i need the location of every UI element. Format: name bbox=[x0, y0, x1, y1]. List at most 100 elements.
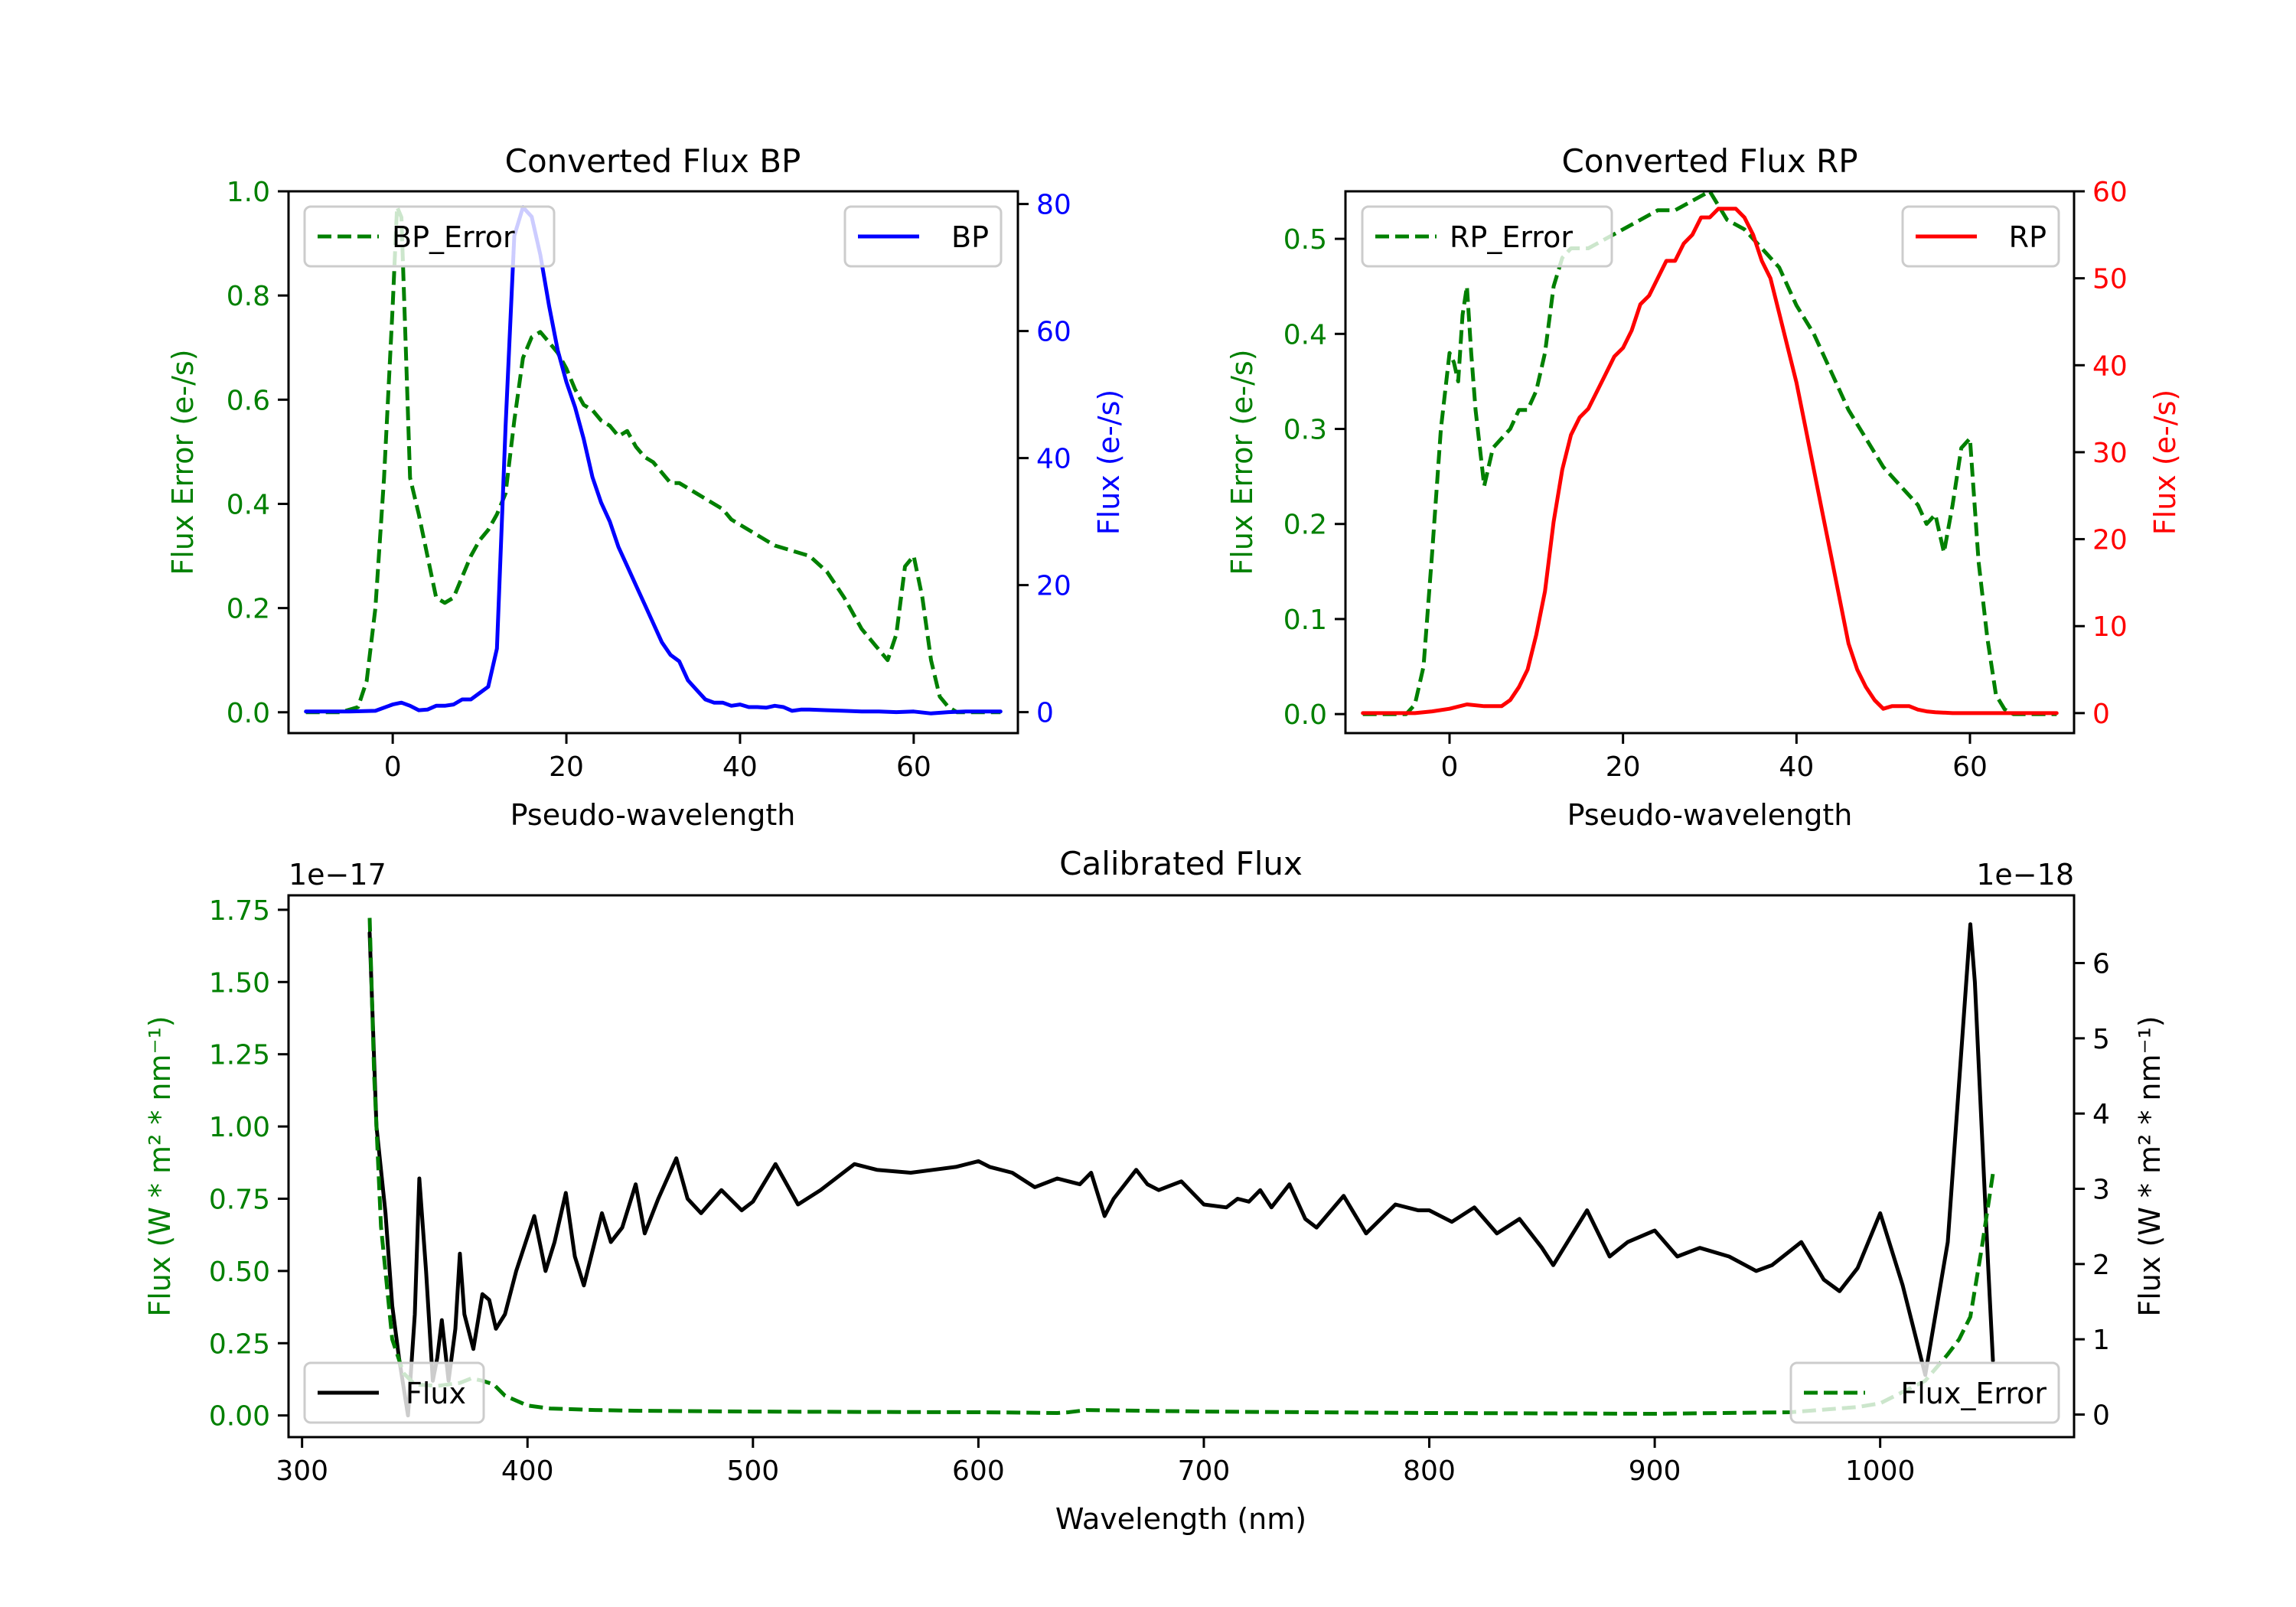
panel-converted-flux-rp: Converted Flux RP 0 20 40 60 0.00.10.20.30.… bbox=[1225, 142, 2182, 832]
bp-legend-error-box bbox=[303, 205, 556, 268]
cal-plot-area bbox=[367, 918, 1995, 1418]
cal-left-y-ticks: 0.00 0.25 0.50 0.75 1.00 1.25 1.50 1.75 bbox=[209, 895, 289, 1433]
bp-legend-flux-label: BP bbox=[951, 220, 989, 254]
cal-legend-error-label: Flux_Error bbox=[1900, 1377, 2047, 1410]
cal-x-tick-label: 700 bbox=[1178, 1455, 1231, 1487]
cal-right-y-ticks: 0 1 2 3 4 5 6 bbox=[2074, 949, 2110, 1432]
cal-x-tick-label: 1000 bbox=[1845, 1455, 1916, 1487]
cal-title: Calibrated Flux bbox=[1059, 845, 1303, 882]
cal-axes-frame bbox=[287, 894, 2076, 1439]
bp-series-bp bbox=[304, 205, 1003, 715]
cal-left-y-tick-label: 1.75 bbox=[209, 895, 270, 927]
bp-left-y-tick-label: 0.6 bbox=[227, 385, 270, 416]
rp-left-y-tick-label: 0.1 bbox=[1283, 605, 1327, 636]
cal-right-y-tick-label: 6 bbox=[2092, 949, 2110, 980]
cal-legend-flux-box bbox=[303, 1361, 485, 1424]
cal-x-tick-label: 400 bbox=[501, 1455, 554, 1487]
rp-series-rp-error bbox=[1362, 191, 2057, 716]
cal-right-y-tick-label: 0 bbox=[2092, 1400, 2110, 1432]
cal-legend-error: Flux_Error bbox=[1789, 1361, 2060, 1424]
bp-left-y-tick-label: 0.8 bbox=[227, 281, 270, 312]
rp-x-axis-label: Pseudo-wavelength bbox=[1567, 798, 1853, 832]
bp-right-y-tick-label: 0 bbox=[1036, 698, 1054, 729]
bp-legend-error-label: BP_Error bbox=[392, 220, 515, 254]
rp-plot-area bbox=[1361, 191, 2059, 716]
bp-left-y-tick-label: 0.4 bbox=[227, 489, 270, 520]
cal-left-y-tick-label: 0.25 bbox=[209, 1328, 270, 1360]
rp-axes-frame bbox=[1344, 190, 2076, 735]
rp-left-y-tick-label: 0.2 bbox=[1283, 510, 1327, 541]
panel-calibrated-flux: Calibrated Flux 1e−17 1e−18 300 400 500 600… bbox=[143, 845, 2167, 1536]
bp-left-y-axis-label: Flux Error (e-/s) bbox=[166, 349, 200, 575]
bp-left-y-ticks: 0.0 0.2 0.4 0.6 0.8 1.0 bbox=[227, 177, 289, 729]
rp-legend-flux-label: RP bbox=[2009, 220, 2047, 254]
bp-right-y-tick-label: 60 bbox=[1036, 317, 1071, 348]
rp-left-y-ticks: 0.0 0.1 0.2 0.3 0.4 0.5 bbox=[1283, 224, 1345, 731]
cal-left-y-tick-label: 1.50 bbox=[209, 967, 270, 999]
cal-x-tick-label: 500 bbox=[726, 1455, 779, 1487]
cal-left-y-tick-label: 1.00 bbox=[209, 1112, 270, 1143]
bp-title: Converted Flux BP bbox=[505, 142, 801, 180]
cal-right-y-tick-label: 1 bbox=[2092, 1325, 2110, 1356]
panel-converted-flux-bp: Converted Flux BP 0 20 40 60 0.00.20.40.60.… bbox=[166, 142, 1126, 832]
rp-x-tick-label: 40 bbox=[1779, 751, 1814, 783]
bp-axes-frame bbox=[287, 190, 1019, 735]
rp-x-tick-label: 20 bbox=[1606, 751, 1641, 783]
rp-legend-error-box bbox=[1361, 205, 1613, 268]
rp-right-y-axis-label: Flux (e-/s) bbox=[2148, 390, 2182, 535]
rp-right-y-tick-label: 20 bbox=[2092, 525, 2128, 556]
rp-title: Converted Flux RP bbox=[1561, 142, 1857, 180]
bp-legend-flux: BP bbox=[843, 205, 1003, 268]
cal-legend-error-box bbox=[1789, 1361, 2060, 1424]
cal-right-y-tick-label: 2 bbox=[2092, 1250, 2110, 1281]
rp-right-y-tick-label: 40 bbox=[2092, 350, 2128, 382]
cal-x-axis-label: Wavelength (nm) bbox=[1055, 1502, 1306, 1536]
rp-legend-error: RP_Error bbox=[1361, 205, 1613, 268]
bp-legend-error: BP_Error bbox=[303, 205, 556, 268]
cal-left-y-tick-label: 0.50 bbox=[209, 1257, 270, 1288]
bp-left-y-tick-label: 0.2 bbox=[227, 594, 270, 625]
rp-legend-flux: RP bbox=[1901, 205, 2060, 268]
rp-left-y-tick-label: 0.0 bbox=[1283, 699, 1327, 731]
cal-left-y-tick-label: 0.00 bbox=[209, 1401, 270, 1433]
rp-series-rp bbox=[1361, 207, 2059, 715]
cal-right-y-tick-label: 3 bbox=[2092, 1175, 2110, 1206]
cal-series-flux bbox=[367, 922, 1995, 1418]
cal-left-y-tick-label: 0.75 bbox=[209, 1184, 270, 1215]
bp-left-y-tick-label: 1.0 bbox=[227, 177, 270, 208]
rp-left-y-tick-label: 0.5 bbox=[1283, 224, 1327, 256]
rp-left-y-tick-label: 0.3 bbox=[1283, 415, 1327, 446]
cal-right-y-tick-label: 4 bbox=[2092, 1099, 2110, 1130]
cal-x-tick-label: 300 bbox=[276, 1455, 328, 1487]
bp-x-tick-label: 0 bbox=[384, 751, 402, 783]
rp-left-y-tick-label: 0.4 bbox=[1283, 319, 1327, 350]
cal-left-y-axis-label: Flux (W * m² * nm⁻¹) bbox=[143, 1015, 177, 1316]
bp-right-y-tick-label: 40 bbox=[1036, 444, 1071, 475]
cal-right-offset-label: 1e−18 bbox=[1976, 858, 2074, 892]
rp-legend-flux-box bbox=[1901, 205, 2060, 268]
bp-x-tick-label: 60 bbox=[896, 751, 931, 783]
cal-left-offset-label: 1e−17 bbox=[289, 858, 386, 892]
cal-x-ticks: 300 400 500 600 700 800 900 1000 bbox=[276, 1437, 1915, 1487]
rp-right-y-ticks: 0 10 20 30 40 50 60 bbox=[2074, 177, 2128, 730]
cal-legend-flux-label: Flux bbox=[406, 1377, 466, 1410]
cal-legend-flux: Flux bbox=[303, 1361, 485, 1424]
bp-right-y-tick-label: 80 bbox=[1036, 190, 1071, 221]
rp-right-y-tick-label: 60 bbox=[2092, 177, 2128, 208]
rp-right-y-tick-label: 0 bbox=[2092, 699, 2110, 730]
rp-legend-error-label: RP_Error bbox=[1450, 220, 1573, 254]
rp-left-y-axis-label: Flux Error (e-/s) bbox=[1225, 349, 1259, 575]
cal-x-tick-label: 600 bbox=[952, 1455, 1005, 1487]
cal-x-tick-label: 900 bbox=[1629, 1455, 1681, 1487]
rp-x-ticks: 0 20 40 60 bbox=[1441, 733, 1988, 783]
bp-right-y-ticks: 0 20 40 60 80 bbox=[1018, 190, 1071, 729]
bp-x-axis-label: Pseudo-wavelength bbox=[510, 798, 796, 832]
rp-x-tick-label: 60 bbox=[1952, 751, 1988, 783]
bp-legend-flux-box bbox=[843, 205, 1003, 268]
rp-right-y-tick-label: 30 bbox=[2092, 438, 2128, 469]
bp-x-tick-label: 20 bbox=[549, 751, 584, 783]
cal-series-flux-error bbox=[367, 918, 1995, 1416]
bp-x-tick-label: 40 bbox=[722, 751, 758, 783]
bp-series-bp-error bbox=[305, 204, 1001, 715]
